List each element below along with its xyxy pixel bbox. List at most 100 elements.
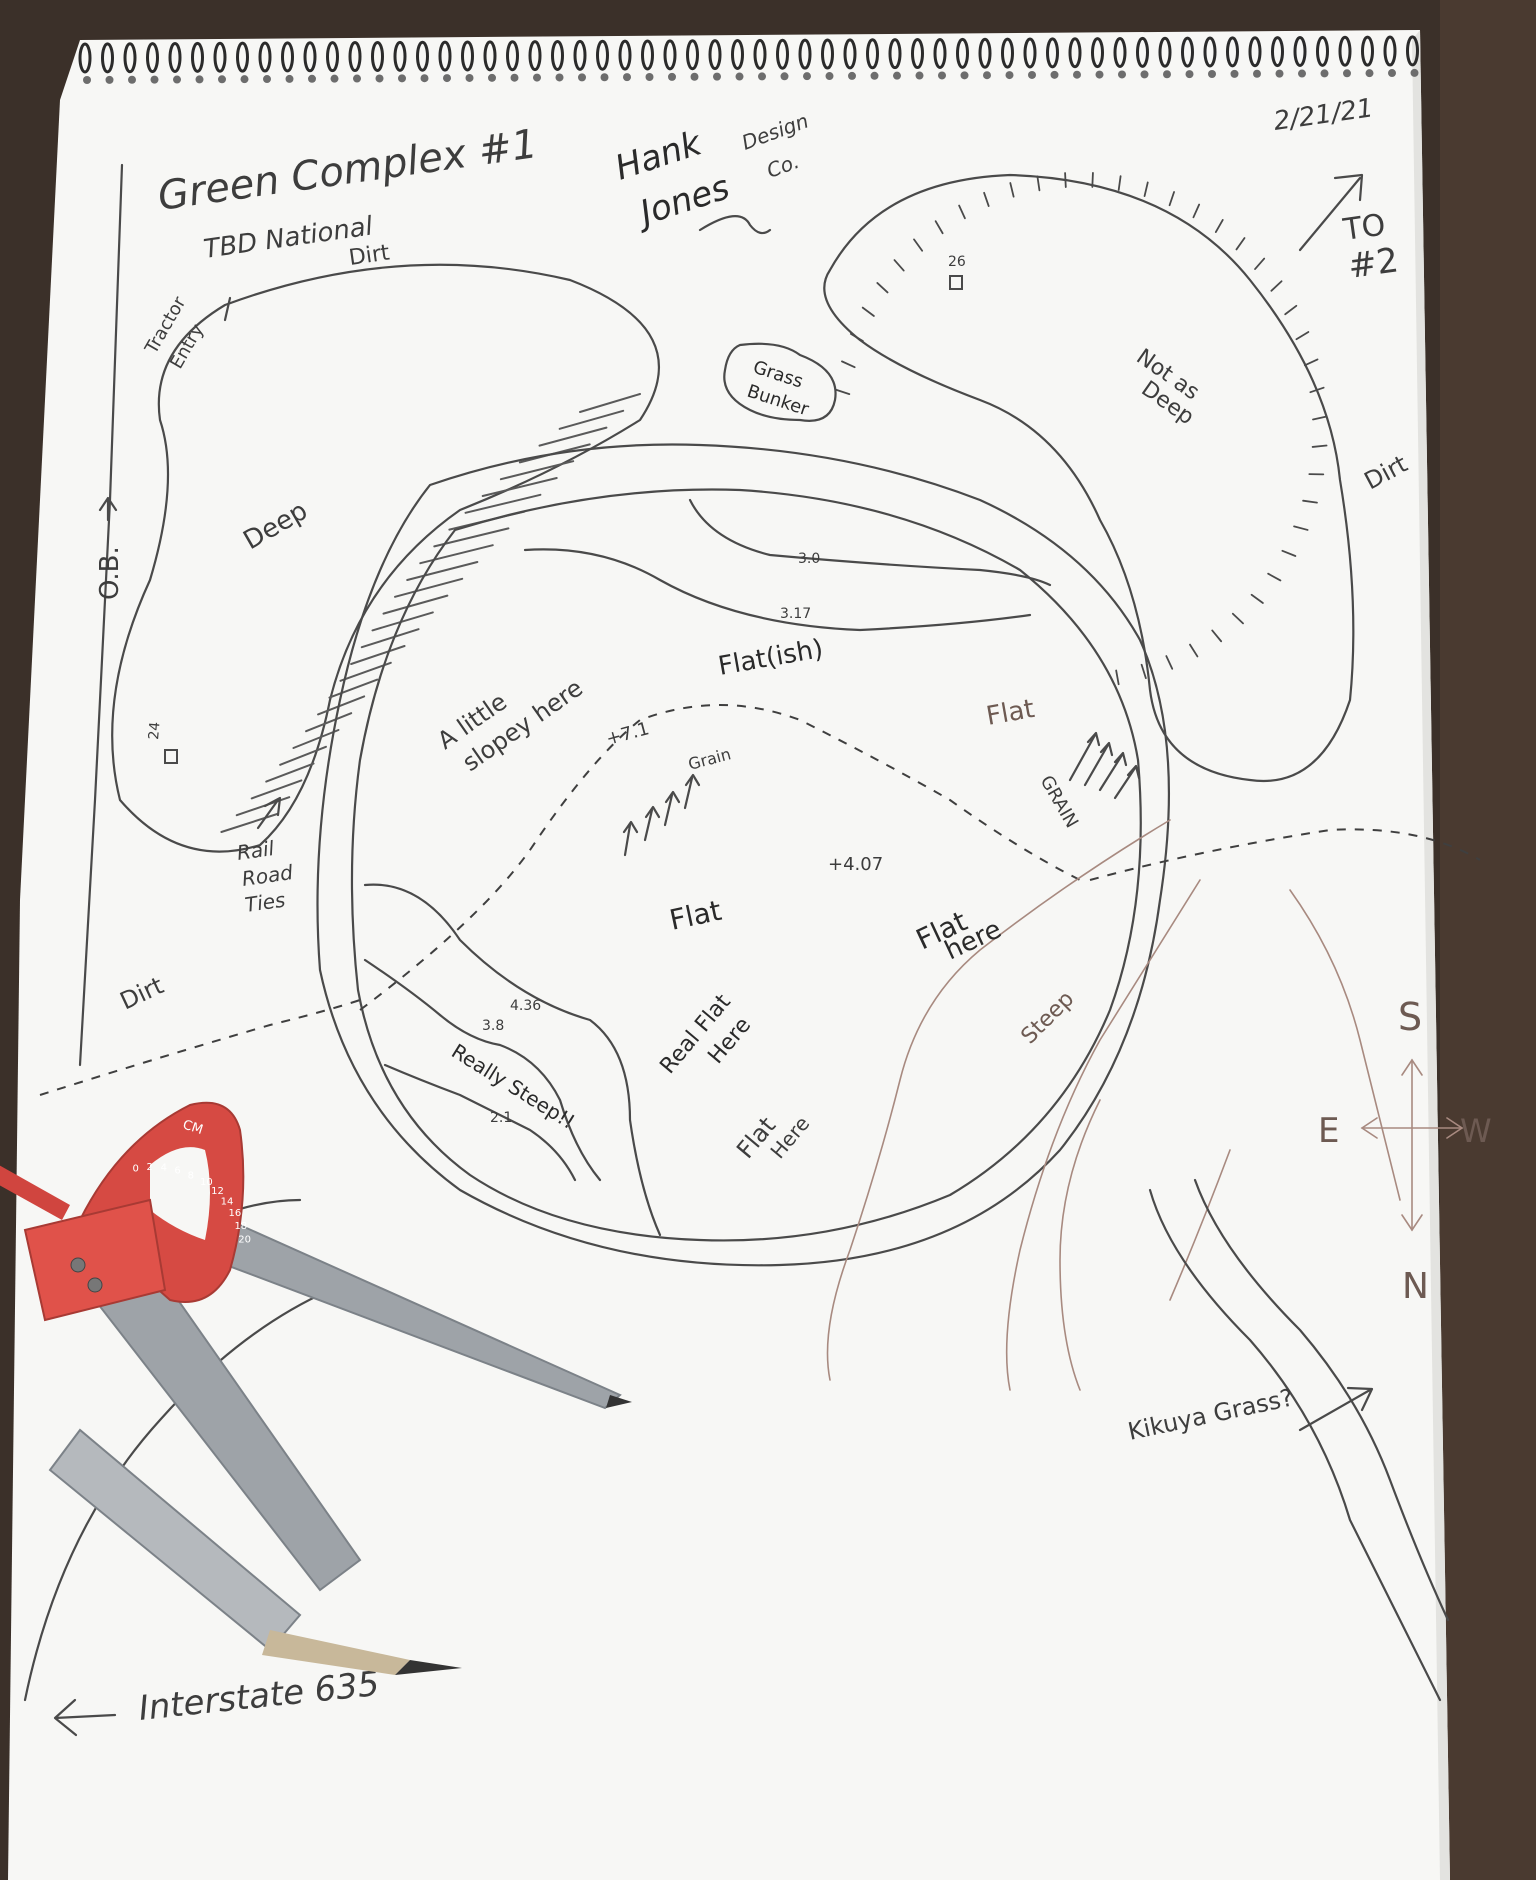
boundary-line-left [39, 999, 361, 1096]
bunker-tick [1192, 203, 1201, 219]
spiral-ring [146, 42, 159, 74]
spiral-ring [326, 41, 339, 73]
spiral-ring [821, 38, 834, 70]
spiral-hole [848, 71, 856, 80]
spiral-hole [128, 75, 136, 84]
brown-contour-4 [1059, 1099, 1101, 1391]
rail-ties-arrow [256, 796, 282, 830]
spiral-hole [330, 74, 339, 83]
spiral-hole [465, 73, 474, 82]
spiral-ring [483, 40, 497, 72]
compass-north: N [1402, 1266, 1429, 1307]
bunker-tick [1281, 549, 1297, 557]
bunker-tick [1115, 669, 1120, 686]
bunker-tick [1235, 237, 1246, 251]
spiral-hole [398, 74, 406, 83]
bunker-tick [1311, 444, 1328, 448]
spiral-ring [281, 41, 294, 73]
green-collar [316, 443, 1171, 1267]
ridge-line [359, 704, 1081, 1011]
spiral-hole [1163, 70, 1171, 79]
hatch-line [579, 393, 641, 413]
hatch-line [317, 695, 366, 716]
spiral-ring [1361, 35, 1374, 67]
bunker-tick [1189, 643, 1199, 658]
spiral-hole [645, 73, 654, 81]
out-of-bounds-label: O.B. [95, 546, 125, 600]
spiral-hole [1230, 69, 1239, 78]
hatch-line [499, 460, 575, 481]
spiral-ring [191, 41, 204, 73]
hatch-line [371, 611, 434, 632]
spiral-ring [573, 39, 587, 71]
protractor-number: 18 [234, 1221, 247, 1232]
spiral-hole [263, 75, 271, 84]
spiral-hole [780, 72, 789, 81]
to-next-label-2: #2 [1346, 240, 1401, 287]
protractor-window [150, 1147, 210, 1240]
spiral-hole [690, 72, 699, 81]
dirt-label-top: Dirt [347, 240, 391, 270]
page-margin-line [78, 163, 124, 1067]
spiral-hole [1005, 71, 1014, 80]
bunker-tick [1036, 175, 1041, 192]
bunker-tick [1293, 525, 1309, 531]
spiral-hole [893, 71, 901, 80]
spiral-ring [1316, 35, 1329, 67]
spiral-hole [758, 72, 766, 81]
spiral-hole [195, 75, 204, 84]
bunker-tick [1312, 415, 1328, 421]
rake-marker-right [949, 275, 963, 290]
spiral-ring [1271, 36, 1284, 68]
hinge-screw-1 [70, 1257, 86, 1273]
spiral-ring [641, 39, 654, 71]
compass-rose: S N E W [1318, 995, 1492, 1307]
spiral-hole [623, 73, 631, 82]
spiral-ring [708, 39, 722, 71]
spiral-ring [866, 38, 879, 70]
spiral-ring [101, 42, 114, 74]
compass-pencil-holder [48, 1428, 302, 1652]
compass-south: S [1398, 995, 1422, 1039]
compass-drawn-arc-1 [23, 1288, 332, 1702]
spiral-ring [236, 41, 249, 73]
out-of-bounds-arrow [98, 496, 118, 522]
marker-right-number: 26 [948, 254, 966, 270]
bunker-tick [876, 282, 889, 294]
spiral-ring [933, 37, 947, 69]
spiral-ring [618, 39, 632, 71]
bunker-tick [1303, 358, 1319, 367]
signature-underline [698, 215, 772, 235]
spiral-ring [1023, 37, 1037, 69]
bunker-tick [1231, 612, 1244, 625]
sketchbook-page [8, 30, 1450, 1880]
contour-2-1 [383, 1063, 577, 1182]
bunker-tick [1091, 172, 1094, 188]
contour-3-0-label: 3.0 [798, 551, 820, 567]
bunker-tick [1140, 663, 1147, 679]
spiral-ring [1068, 37, 1082, 69]
hatch-line [305, 712, 353, 733]
spiral-ring [596, 39, 609, 71]
spiral-hole [488, 73, 496, 82]
hatch-line [433, 527, 510, 548]
spiral-ring [1406, 35, 1419, 67]
tractor-entry-mark [223, 296, 232, 322]
bunker-tick [861, 306, 875, 317]
hinge-screw-2 [87, 1277, 103, 1293]
bunker-tick [1302, 499, 1318, 504]
bunker-tick [1295, 331, 1310, 341]
spiral-hole [375, 74, 384, 83]
spiral-ring [1383, 35, 1397, 67]
hatch-line [350, 645, 406, 665]
spiral-hole [870, 71, 879, 80]
bunker-tick [835, 388, 851, 396]
spiral-hole [1073, 70, 1081, 79]
hatch-line [279, 745, 327, 766]
grass-bunker [723, 342, 837, 422]
spiral-ring [843, 38, 857, 70]
bunker-tick [983, 191, 990, 207]
spiral-ring [753, 38, 767, 70]
spiral-hole [960, 71, 969, 80]
